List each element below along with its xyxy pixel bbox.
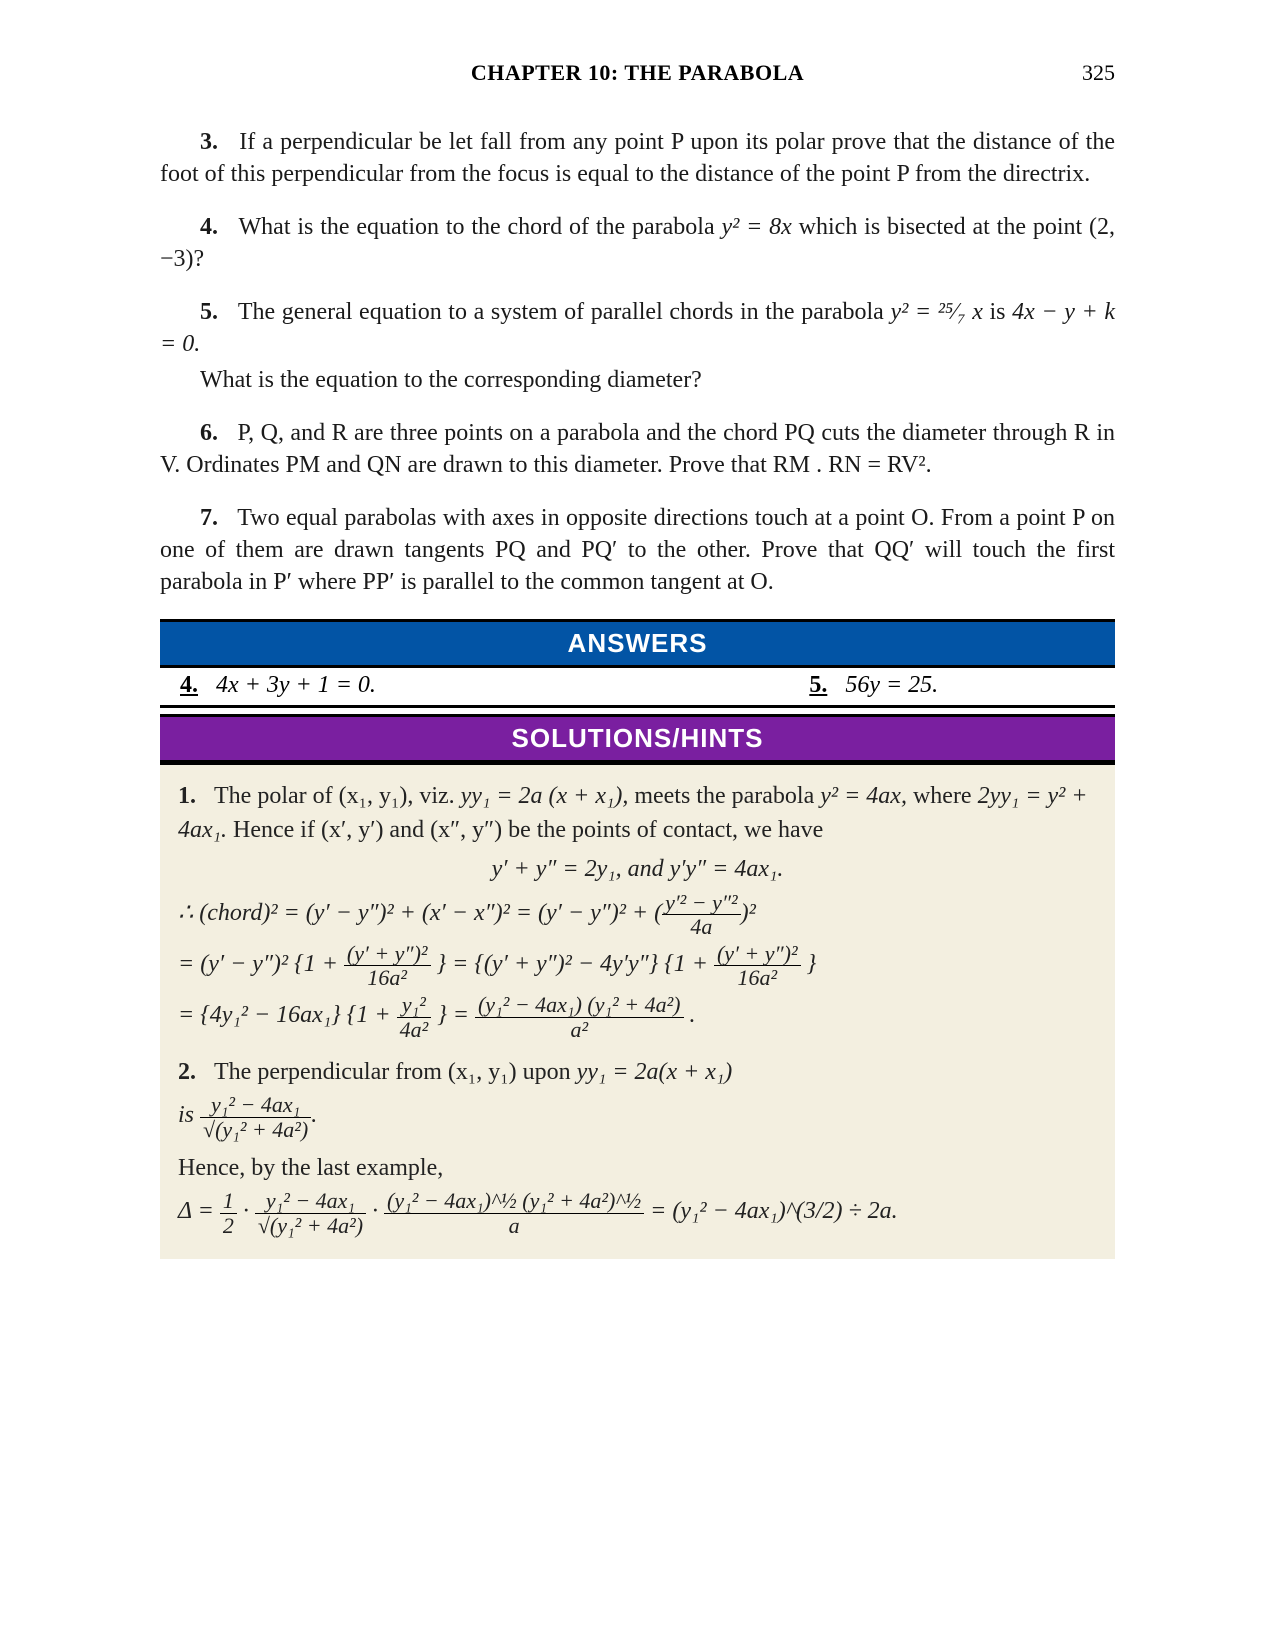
equation-text: . [690,1003,696,1029]
solution-text: is [178,1103,200,1129]
equation: y² = ²⁵⁄₇ x [890,299,982,325]
problem-5-continuation: What is the equation to the correspondin… [160,364,1115,396]
answer-number: 5. [809,672,827,698]
solution-2-delta: Δ = 12 · y₁² − 4ax₁√(y₁² + 4a²) · (y₁² −… [178,1189,1097,1236]
problem-number: 6. [200,420,218,446]
problem-text: What is the equation to the chord of the… [239,214,722,240]
solution-1-line4: = {4y₁² − 16ax₁} {1 + y₁²4a² } = (y₁² − … [178,993,1097,1040]
equation: y² = 4ax, [820,783,907,809]
answer-5: 5. 56y = 25. [643,672,1106,699]
equation-text: · [243,1199,255,1225]
answer-equation: 56y = 25. [845,672,938,698]
solution-1-line2: ∴ (chord)² = (y′ − y″)² + (x′ − x″)² = (… [178,891,1097,938]
solution-2: 2. The perpendicular from (x₁, y₁) upon … [178,1055,1097,1090]
fraction: y₁²4a² [397,993,432,1040]
answers-banner: ANSWERS [160,619,1115,668]
solution-2-frac: is y₁² − 4ax₁√(y₁² + 4a²). [178,1093,1097,1140]
problem-text: The general equation to a system of para… [238,299,891,325]
solution-1-line3: = (y′ − y″)² {1 + (y′ + y″)²16a² } = {(y… [178,942,1097,989]
problem-text: is [983,299,1012,325]
problem-text: P, Q, and R are three points on a parabo… [160,420,1115,478]
solution-1-center-eq: y′ + y″ = 2y₁, and y′y″ = 4ax₁. [178,852,1097,887]
problem-text: Two equal parabolas with axes in opposit… [160,505,1115,596]
solution-number: 1. [178,783,196,809]
problem-7: 7. Two equal parabolas with axes in oppo… [160,502,1115,599]
equation: yy₁ = 2a (x + x₁), [461,783,629,809]
problem-4: 4. What is the equation to the chord of … [160,211,1115,276]
fraction: (y₁² − 4ax₁) (y₁² + 4a²)a² [475,993,684,1040]
page-number: 325 [1082,60,1115,86]
answer-4: 4. 4x + 3y + 1 = 0. [180,672,643,699]
equation-text: } = {(y′ + y″)² − 4y′y″} {1 + [437,951,714,977]
equation-text: · [372,1199,384,1225]
problem-text: If a perpendicular be let fall from any … [160,129,1115,187]
equation: y² = 8x [721,214,791,240]
fraction: y₁² − 4ax₁√(y₁² + 4a²) [255,1189,366,1236]
chapter-title: CHAPTER 10: THE PARABOLA [471,60,804,86]
fraction: y₁² − 4ax₁√(y₁² + 4a²) [200,1093,311,1140]
solution-text: The perpendicular from (x₁, y₁) upon [214,1059,577,1085]
solution-text: Hence, by the last example, [178,1155,443,1181]
answers-row: 4. 4x + 3y + 1 = 0. 5. 56y = 25. [160,668,1115,708]
equation-text: Δ = [178,1199,220,1225]
problem-6: 6. P, Q, and R are three points on a par… [160,417,1115,482]
equation-text: = (y₁² − 4ax₁)^(3/2) ÷ 2a. [650,1199,898,1225]
fraction: (y₁² − 4ax₁)^½ (y₁² + 4a²)^½a [384,1189,644,1236]
page: CHAPTER 10: THE PARABOLA 325 3. If a per… [0,0,1275,1651]
solution-1: 1. The polar of (x₁, y₁), viz. yy₁ = 2a … [178,779,1097,849]
page-header: CHAPTER 10: THE PARABOLA 325 [160,60,1115,86]
solution-text: The polar of (x₁, y₁), viz. [214,783,461,809]
equation-text: = {4y₁² − 16ax₁} {1 + [178,1003,397,1029]
solution-number: 2. [178,1059,196,1085]
equation-text: ∴ (chord)² = (y′ − y″)² + (x′ − x″)² = (… [178,900,654,926]
fraction: (y′ + y″)²16a² [344,942,431,989]
solution-text: meets the parabola [628,783,820,809]
solution-2-hence: Hence, by the last example, [178,1151,1097,1186]
problem-text: What is the equation to the correspondin… [200,367,702,393]
equation-text: } = [437,1003,475,1029]
solutions-block: 1. The polar of (x₁, y₁), viz. yy₁ = 2a … [160,763,1115,1259]
problem-number: 4. [200,214,218,240]
answer-number: 4. [180,672,198,698]
problem-5: 5. The general equation to a system of p… [160,296,1115,361]
answer-equation: 4x + 3y + 1 = 0. [216,672,376,698]
problem-3: 3. If a perpendicular be let fall from a… [160,126,1115,191]
equation-text: = (y′ − y″)² {1 + [178,951,344,977]
solution-text: Hence if (x′, y′) and (x″, y″) be the po… [227,817,823,843]
equation: yy₁ = 2a(x + x₁) [577,1059,733,1085]
solutions-banner: SOLUTIONS/HINTS [160,714,1115,763]
fraction: y′² − y″²4a [662,891,741,938]
fraction: 12 [220,1189,237,1236]
problem-number: 3. [200,129,218,155]
problem-number: 7. [200,505,218,531]
equation-text: } [807,951,817,977]
fraction: (y′ + y″)²16a² [714,942,801,989]
solution-text: where [907,783,978,809]
problem-number: 5. [200,299,218,325]
